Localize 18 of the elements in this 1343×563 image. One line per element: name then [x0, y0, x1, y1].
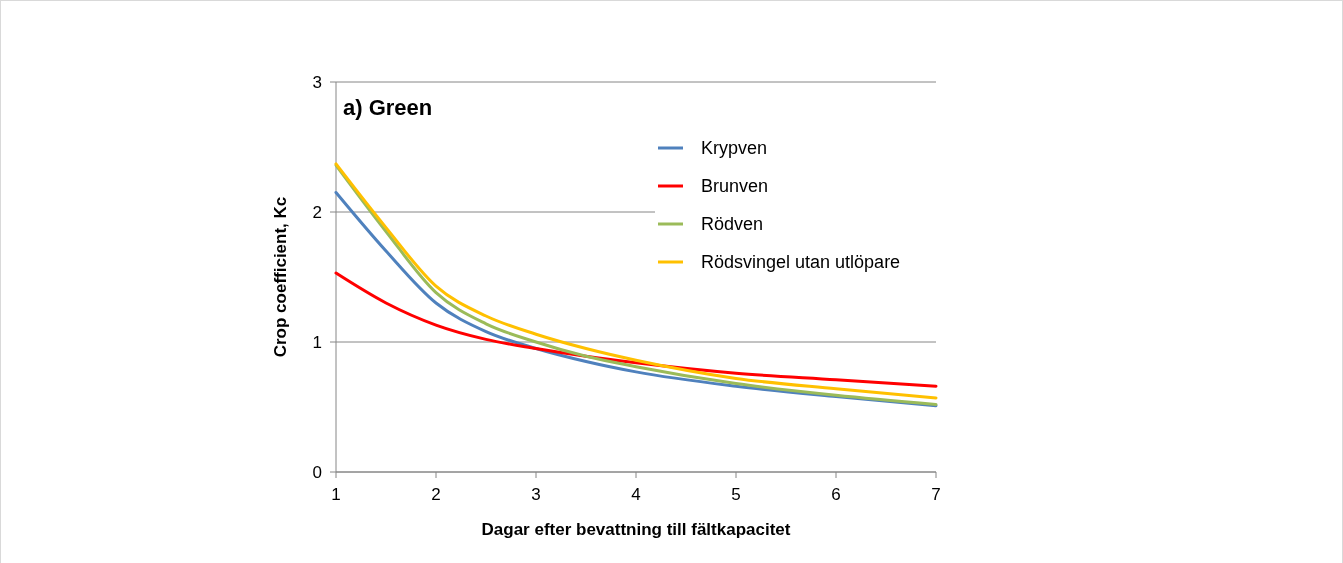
x-tick-label: 3 — [531, 485, 541, 504]
y-tick-label: 0 — [312, 463, 322, 482]
x-tick-label: 4 — [631, 485, 641, 504]
x-tick-label: 7 — [931, 485, 941, 504]
y-tick-label: 3 — [312, 73, 322, 92]
x-tick-label: 6 — [831, 485, 841, 504]
y-tick-label: 1 — [312, 333, 322, 352]
x-tick-label: 2 — [431, 485, 441, 504]
y-axis-title: Crop coefficient, Kc — [271, 196, 290, 358]
legend-label: Rödven — [701, 214, 764, 234]
legend-label: Brunven — [701, 176, 769, 196]
text: a) Green — [343, 95, 433, 120]
legend-label: Rödsvingel utan utlöpare — [701, 252, 901, 272]
legend-label: Krypven — [701, 138, 768, 158]
x-tick-label: 5 — [731, 485, 741, 504]
y-tick-label: 2 — [312, 203, 322, 222]
x-tick-label: 1 — [331, 485, 341, 504]
x-axis-title: Dagar efter bevattning till fältkapacitet — [481, 520, 791, 539]
